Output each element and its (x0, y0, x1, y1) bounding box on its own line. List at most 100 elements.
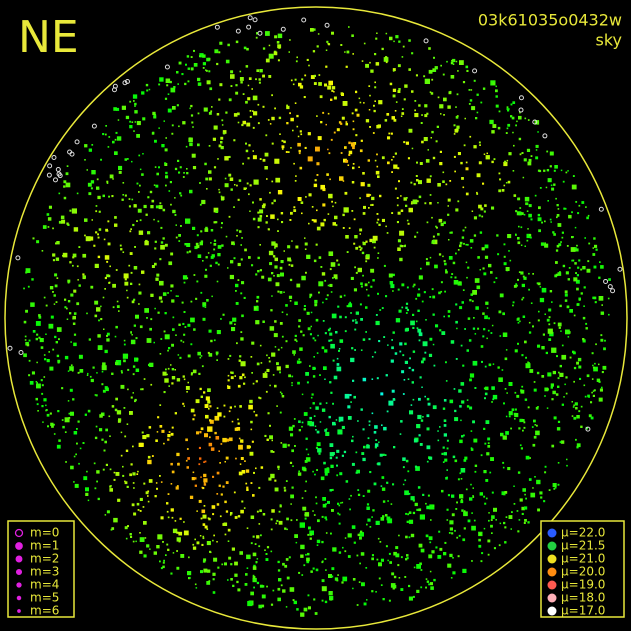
star (143, 378, 146, 380)
star (229, 406, 232, 409)
star (345, 122, 348, 126)
star (326, 173, 329, 176)
star (47, 226, 50, 228)
star (452, 557, 454, 559)
star (232, 317, 237, 322)
star (572, 406, 575, 408)
star (281, 148, 284, 150)
edge-star (124, 79, 130, 85)
star (465, 488, 468, 491)
star (470, 293, 473, 296)
star (280, 212, 284, 215)
star (360, 182, 365, 187)
star (174, 412, 177, 415)
star (337, 429, 343, 435)
star (353, 288, 357, 292)
star (142, 435, 147, 440)
star (271, 116, 275, 121)
star (203, 505, 206, 507)
star (360, 552, 365, 556)
star (305, 457, 311, 462)
star (444, 458, 448, 462)
star (510, 103, 513, 106)
star (421, 300, 424, 303)
star (516, 284, 518, 287)
star (300, 554, 304, 558)
star (116, 300, 119, 303)
star (41, 384, 44, 387)
star (543, 169, 546, 172)
star (183, 530, 189, 536)
star (264, 549, 266, 551)
star (354, 328, 357, 331)
edge-star (47, 163, 53, 169)
star (171, 376, 176, 380)
star (237, 198, 240, 201)
star (351, 210, 354, 212)
star (446, 519, 449, 521)
star (369, 194, 372, 196)
star (290, 503, 292, 505)
star (228, 98, 232, 102)
star (387, 136, 391, 140)
star (519, 153, 522, 156)
star (156, 172, 159, 176)
star (508, 152, 512, 156)
star (124, 435, 127, 438)
star (237, 121, 240, 124)
star (224, 500, 227, 504)
star (186, 277, 189, 280)
star (478, 544, 482, 548)
star (248, 77, 252, 80)
star (363, 445, 366, 449)
star (153, 341, 155, 344)
star (64, 431, 67, 433)
star (344, 191, 348, 195)
star (348, 303, 353, 308)
star (268, 360, 271, 363)
star (114, 138, 117, 141)
star (563, 396, 565, 398)
star (241, 373, 245, 377)
star (404, 479, 407, 482)
star (118, 418, 122, 422)
star (230, 188, 233, 191)
star (167, 438, 170, 441)
star (178, 125, 180, 128)
star (526, 148, 531, 152)
star (309, 293, 313, 297)
star-field (7, 15, 623, 617)
star (277, 44, 282, 49)
star (575, 272, 577, 274)
star (307, 552, 310, 556)
star (287, 151, 290, 153)
star (338, 551, 342, 554)
star (72, 253, 77, 258)
star (482, 87, 486, 90)
star (112, 140, 115, 144)
star (202, 487, 205, 490)
star (574, 226, 577, 229)
star (352, 319, 355, 322)
star (337, 305, 340, 308)
star (141, 173, 144, 176)
star (154, 262, 157, 266)
star (508, 382, 513, 386)
star (435, 140, 438, 143)
star (383, 336, 386, 338)
star (216, 353, 218, 356)
star (539, 187, 542, 189)
star (466, 405, 470, 408)
star (247, 601, 253, 607)
star (382, 453, 385, 456)
star (58, 338, 60, 341)
star (322, 111, 325, 114)
star (352, 53, 354, 55)
star (160, 567, 163, 570)
star (213, 243, 217, 246)
star (462, 568, 467, 573)
star (215, 261, 218, 265)
star (546, 318, 550, 322)
star (363, 102, 365, 104)
star (463, 434, 465, 437)
